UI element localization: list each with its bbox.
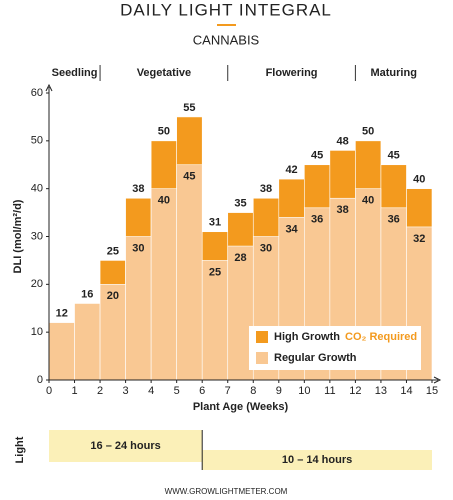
- bar: [201, 260, 229, 381]
- legend-swatch: [256, 331, 268, 343]
- x-tick-label: 12: [349, 385, 361, 397]
- x-tick-label: 10: [298, 385, 310, 397]
- data-label: 38: [337, 204, 349, 216]
- x-tick-label: 5: [174, 385, 180, 397]
- footer: WWW.GROWLIGHTMETER.COM: [165, 487, 288, 496]
- data-label: 45: [311, 150, 323, 162]
- bar: [176, 164, 203, 381]
- x-tick-label: 14: [400, 385, 412, 397]
- legend-label: Regular Growth: [274, 352, 357, 364]
- y-tick-label: 20: [31, 278, 43, 290]
- x-tick-label: 1: [71, 385, 77, 397]
- data-label: 35: [234, 197, 246, 209]
- stage-label: Flowering: [266, 67, 318, 79]
- x-tick-label: 6: [199, 385, 205, 397]
- data-label: 30: [260, 242, 272, 254]
- data-label: 12: [56, 308, 68, 320]
- bar: [150, 188, 177, 381]
- data-label: 38: [260, 183, 272, 195]
- bar: [74, 303, 101, 381]
- data-label: 38: [132, 183, 144, 195]
- legend-note: CO₂ Required: [345, 331, 417, 343]
- bar: [125, 236, 152, 381]
- x-tick-label: 15: [426, 385, 438, 397]
- data-label: 34: [285, 223, 298, 235]
- y-tick-label: 0: [37, 374, 43, 386]
- chart-subtitle: CANNABIS: [193, 32, 260, 47]
- legend-swatch: [256, 352, 268, 364]
- light-label: Light: [14, 436, 26, 463]
- data-label: 36: [311, 214, 323, 226]
- data-label: 45: [388, 150, 400, 162]
- bar: [48, 322, 75, 381]
- data-label: 40: [413, 174, 425, 186]
- x-tick-label: 4: [148, 385, 154, 397]
- x-tick-label: 0: [46, 385, 52, 397]
- data-label: 40: [158, 195, 170, 207]
- legend-label: High Growth: [274, 331, 340, 343]
- data-label: 16: [81, 288, 93, 300]
- y-axis-arrow: [45, 83, 53, 92]
- light-period: [49, 430, 203, 462]
- x-tick-label: 11: [324, 385, 335, 397]
- light-period: [202, 450, 432, 470]
- x-tick-label: 13: [375, 385, 387, 397]
- stage-label: Maturing: [370, 67, 416, 79]
- x-tick-label: 8: [250, 385, 256, 397]
- data-label: 25: [107, 245, 119, 257]
- data-label: 25: [209, 266, 221, 278]
- data-label: 36: [388, 214, 400, 226]
- stage-label: Vegetative: [137, 67, 191, 79]
- data-label: 55: [183, 102, 195, 114]
- data-label: 31: [209, 217, 221, 229]
- y-tick-label: 40: [31, 183, 43, 195]
- x-tick-label: 9: [276, 385, 282, 397]
- x-tick-label: 3: [123, 385, 129, 397]
- y-axis-label: DLI (mol/m²/d): [12, 199, 24, 273]
- chart-title: DAILY LIGHT INTEGRAL: [120, 0, 332, 19]
- x-axis-label: Plant Age (Weeks): [193, 401, 289, 413]
- data-label: 40: [362, 195, 374, 207]
- data-label: 30: [132, 242, 144, 254]
- y-tick-label: 50: [31, 135, 43, 147]
- y-tick-label: 60: [31, 87, 43, 99]
- light-period-label: 16 – 24 hours: [90, 440, 160, 452]
- x-axis-arrow: [433, 376, 442, 384]
- stage-label: Seedling: [52, 67, 98, 79]
- data-label: 20: [107, 290, 119, 302]
- data-label: 28: [234, 252, 246, 264]
- data-label: 50: [158, 126, 170, 138]
- data-label: 32: [413, 233, 425, 245]
- x-tick-label: 2: [97, 385, 103, 397]
- bar: [99, 284, 126, 381]
- light-period-label: 10 – 14 hours: [282, 454, 352, 466]
- data-label: 50: [362, 126, 374, 138]
- data-label: 42: [285, 164, 297, 176]
- data-label: 48: [337, 135, 349, 147]
- y-tick-label: 10: [31, 326, 43, 338]
- y-tick-label: 30: [31, 230, 43, 242]
- x-tick-label: 7: [225, 385, 231, 397]
- data-label: 45: [183, 171, 195, 183]
- legend-box: [249, 326, 421, 370]
